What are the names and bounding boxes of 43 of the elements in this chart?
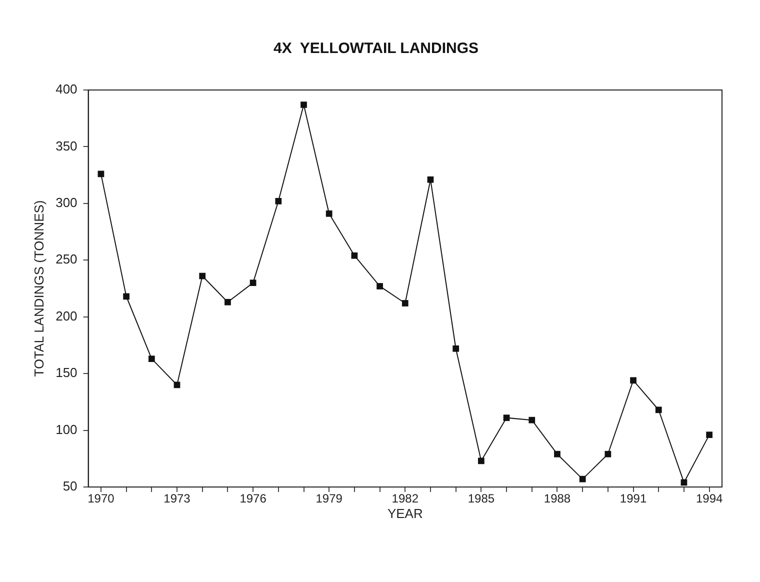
point	[554, 450, 560, 458]
point	[402, 300, 408, 306]
x-tick-label: 1970	[88, 492, 115, 506]
y-tick-label: 50	[62, 478, 78, 494]
point	[148, 356, 155, 362]
point	[275, 198, 282, 204]
point	[478, 458, 484, 464]
point	[579, 476, 586, 482]
point	[376, 283, 383, 290]
x-axis-title: YEAR	[387, 506, 423, 521]
x-tick-label: 1988	[544, 492, 571, 506]
point	[706, 432, 713, 438]
point	[250, 280, 256, 286]
x-tick-label: 1994	[696, 492, 723, 506]
y-tick-label: 150	[56, 365, 78, 380]
x-tick-label: 1976	[240, 492, 267, 506]
x-tick-label: 1979	[316, 492, 343, 506]
point	[224, 298, 231, 306]
point	[604, 450, 612, 458]
y-tick-label: 400	[56, 82, 78, 97]
point	[123, 293, 130, 300]
y-tick-label: 300	[56, 195, 78, 210]
x-tick-label: 1985	[468, 492, 495, 506]
x-tick-label: 1973	[164, 492, 191, 506]
chart-title: 4X YELLOWTAIL LANDINGS	[273, 40, 479, 58]
point	[427, 176, 434, 183]
point	[174, 382, 180, 388]
point	[630, 377, 636, 384]
y-tick-label: 250	[56, 252, 78, 267]
y-tick-label: 200	[56, 308, 78, 324]
y-tick-label: 350	[56, 138, 78, 154]
y-axis-title: TOTAL LANDINGS (TONNES)	[31, 200, 46, 377]
point	[326, 210, 332, 217]
point	[655, 406, 662, 414]
point	[503, 414, 510, 421]
x-tick-label: 1991	[620, 492, 647, 506]
point	[300, 102, 307, 108]
point	[528, 416, 536, 424]
point	[199, 272, 206, 280]
point	[452, 345, 460, 352]
y-tick-label: 100	[56, 422, 78, 437]
point	[351, 252, 358, 259]
x-tick-label: 1982	[392, 492, 419, 506]
